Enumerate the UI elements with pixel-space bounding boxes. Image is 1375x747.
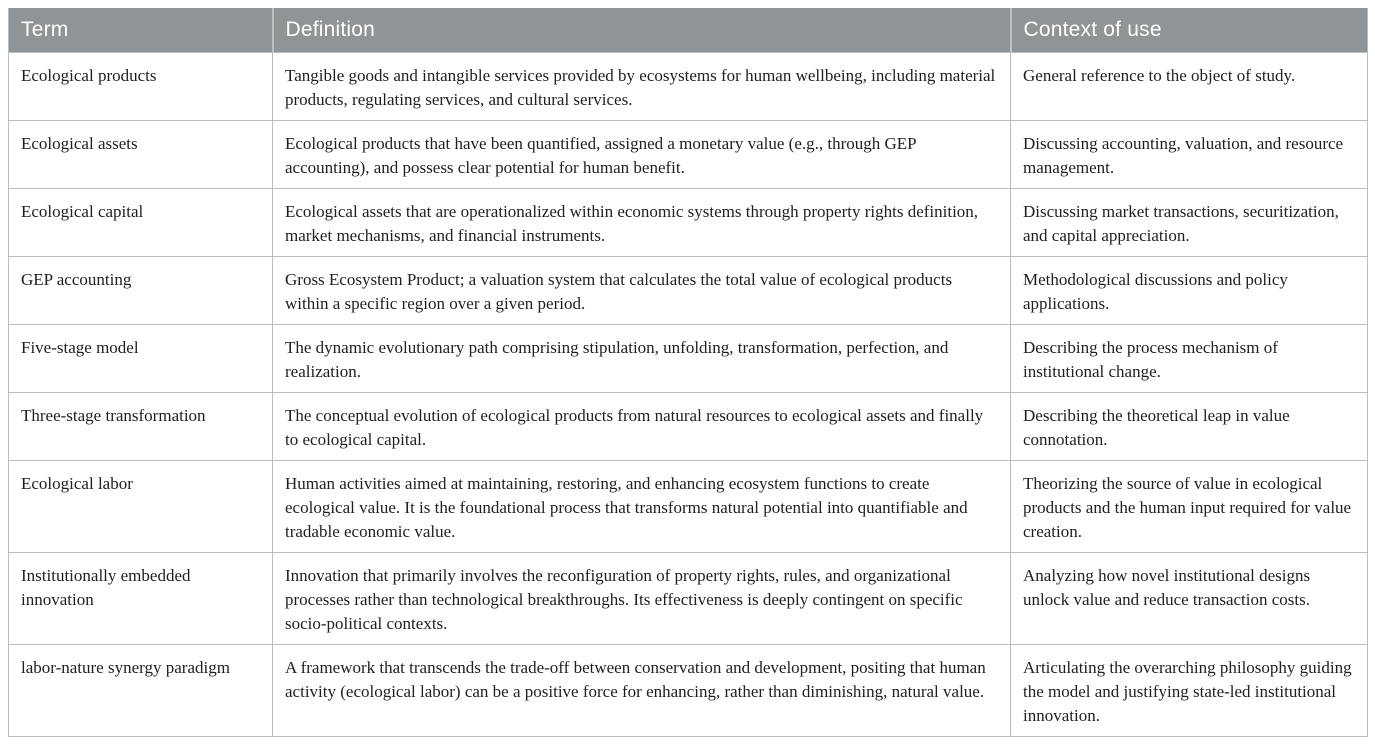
definition-cell: The dynamic evolutionary path comprising…: [272, 324, 1011, 393]
glossary-table-wrap: Term Definition Context of use Ecologica…: [8, 8, 1368, 737]
term-cell: labor-nature synergy paradigm: [8, 644, 273, 737]
definition-cell: A framework that transcends the trade-of…: [272, 644, 1011, 737]
table-row: Ecological capital Ecological assets tha…: [8, 188, 1368, 257]
glossary-table: Term Definition Context of use Ecologica…: [8, 8, 1368, 737]
table-row: GEP accounting Gross Ecosystem Product; …: [8, 256, 1368, 325]
table-body: Ecological products Tangible goods and i…: [8, 52, 1368, 737]
table-row: Ecological assets Ecological products th…: [8, 120, 1368, 189]
context-cell: Describing the theoretical leap in value…: [1010, 392, 1368, 461]
definition-cell: Human activities aimed at maintaining, r…: [272, 460, 1011, 553]
term-cell: GEP accounting: [8, 256, 273, 325]
context-cell: Articulating the overarching philosophy …: [1010, 644, 1368, 737]
definition-cell: Tangible goods and intangible services p…: [272, 52, 1011, 121]
definition-cell: Innovation that primarily involves the r…: [272, 552, 1011, 645]
table-row: Ecological labor Human activities aimed …: [8, 460, 1368, 553]
term-cell: Three-stage transformation: [8, 392, 273, 461]
definition-cell: Ecological assets that are operationaliz…: [272, 188, 1011, 257]
definition-cell: Ecological products that have been quant…: [272, 120, 1011, 189]
table-row: Institutionally embedded innovation Inno…: [8, 552, 1368, 645]
term-cell: Ecological labor: [8, 460, 273, 553]
definition-cell: Gross Ecosystem Product; a valuation sys…: [272, 256, 1011, 325]
term-cell: Institutionally embedded innovation: [8, 552, 273, 645]
table-row: Ecological products Tangible goods and i…: [8, 52, 1368, 121]
term-cell: Five-stage model: [8, 324, 273, 393]
context-cell: Discussing market transactions, securiti…: [1010, 188, 1368, 257]
context-cell: Describing the process mechanism of inst…: [1010, 324, 1368, 393]
term-cell: Ecological capital: [8, 188, 273, 257]
term-cell: Ecological assets: [8, 120, 273, 189]
context-cell: Analyzing how novel institutional design…: [1010, 552, 1368, 645]
header-row: Term Definition Context of use: [8, 8, 1368, 53]
context-cell: Theorizing the source of value in ecolog…: [1010, 460, 1368, 553]
term-cell: Ecological products: [8, 52, 273, 121]
definition-cell: The conceptual evolution of ecological p…: [272, 392, 1011, 461]
context-cell: General reference to the object of study…: [1010, 52, 1368, 121]
column-header-definition: Definition: [271, 8, 1011, 53]
table-row: Three-stage transformation The conceptua…: [8, 392, 1368, 461]
table-row: labor-nature synergy paradigm A framewor…: [8, 644, 1368, 737]
column-header-term: Term: [8, 8, 273, 53]
context-cell: Methodological discussions and policy ap…: [1010, 256, 1368, 325]
context-cell: Discussing accounting, valuation, and re…: [1010, 120, 1368, 189]
table-row: Five-stage model The dynamic evolutionar…: [8, 324, 1368, 393]
column-header-context: Context of use: [1009, 8, 1368, 53]
